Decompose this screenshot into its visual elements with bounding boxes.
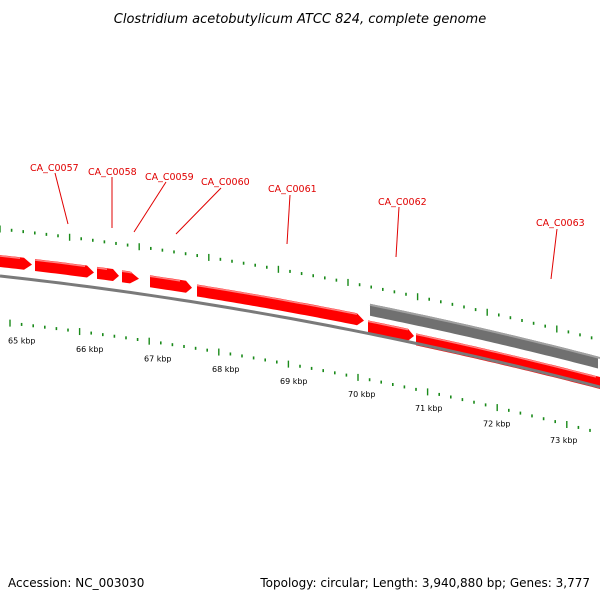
gene-label[interactable]: CA_C0061 <box>268 184 317 195</box>
gene-arrow <box>150 275 192 293</box>
gene-arrow <box>122 270 139 284</box>
kbp-label: 70 kbp <box>348 390 376 399</box>
gene-arrow-highlight <box>415 333 597 378</box>
kbp-label: 68 kbp <box>212 365 240 374</box>
leader-line <box>54 172 69 225</box>
gene-label[interactable]: CA_C0060 <box>201 177 250 188</box>
accession-text: Accession: NC_003030 <box>8 576 145 590</box>
leader-line <box>395 206 400 258</box>
gray-feature <box>370 303 598 369</box>
gene-label-layer: CA_C0057 CA_C0058 CA_C0059 CA_C0060 CA_C… <box>30 163 585 229</box>
gene-arrow-highlight <box>367 320 409 331</box>
gene-arrow-highlight <box>0 255 21 259</box>
genome-summary-text: Topology: circular; Length: 3,940,880 bp… <box>260 576 590 590</box>
genome-backbone <box>0 274 600 389</box>
label-leader-lines <box>54 172 558 280</box>
gene-arrow <box>97 266 119 282</box>
kbp-label: 69 kbp <box>280 377 308 386</box>
genome-title: Clostridium acetobutylicum ATCC 824, com… <box>114 12 486 27</box>
gene-arrow-highlight <box>96 267 108 270</box>
outer-tick-track <box>0 225 593 340</box>
gray-feature-highlight <box>369 303 600 359</box>
gray-feature-track <box>369 303 600 369</box>
kbp-label: 67 kbp <box>144 355 172 364</box>
leader-line <box>175 187 222 235</box>
gene-label[interactable]: CA_C0063 <box>536 218 585 229</box>
kbp-label-layer: 65 kbp 66 kbp 67 kbp 68 kbp 69 kbp 70 kb… <box>8 337 578 445</box>
gene-label[interactable]: CA_C0059 <box>145 172 194 183</box>
gene-arrow-highlight <box>149 275 181 282</box>
inner-tick-track <box>9 319 591 432</box>
gene-arrow <box>197 284 364 326</box>
gene-label[interactable]: CA_C0057 <box>30 163 79 174</box>
kbp-label: 71 kbp <box>415 404 443 413</box>
gene-arrow <box>0 255 32 270</box>
gene-track <box>0 255 600 389</box>
gene-label[interactable]: CA_C0058 <box>88 167 137 178</box>
kbp-label: 72 kbp <box>483 420 511 429</box>
gene-arrow-highlight <box>121 270 133 274</box>
leader-line <box>286 194 291 245</box>
gene-label[interactable]: CA_C0062 <box>378 197 427 208</box>
gene-arrow <box>368 320 414 341</box>
kbp-label: 73 kbp <box>550 436 578 445</box>
gene-arrow-highlight <box>196 284 358 315</box>
gene-arrow-highlight <box>34 259 86 267</box>
kbp-label: 66 kbp <box>76 345 104 354</box>
gene-arrow <box>35 259 94 278</box>
leader-line <box>550 228 558 280</box>
kbp-label: 65 kbp <box>8 337 36 346</box>
leader-line <box>133 181 167 233</box>
